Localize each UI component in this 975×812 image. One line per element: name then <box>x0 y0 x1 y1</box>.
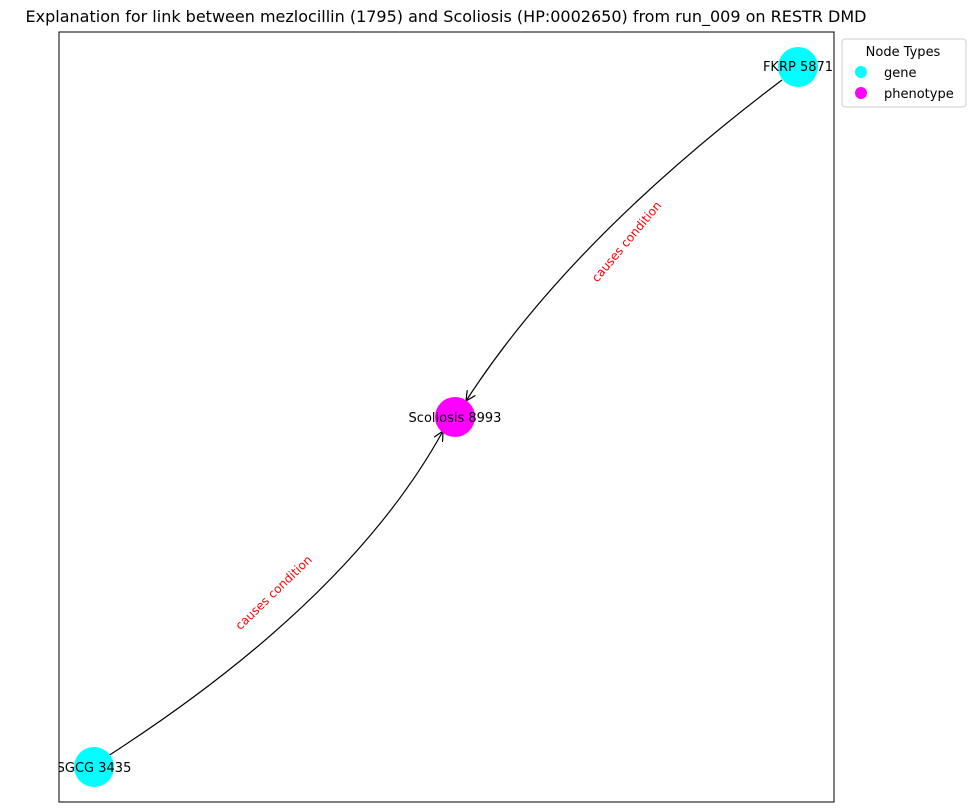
node-sgcg-marker <box>74 747 114 787</box>
node-scoliosis-marker <box>435 397 475 437</box>
legend-marker-phenotype <box>855 87 867 99</box>
node-fkrp-marker <box>778 47 818 87</box>
node-sgcg-label: SGCG 3435 <box>57 761 132 776</box>
node-sgcg[interactable]: SGCG 3435 <box>57 747 132 787</box>
node-scoliosis-label: Scoliosis 8993 <box>409 411 502 426</box>
legend-box <box>841 38 967 108</box>
legend-marker-gene <box>855 66 867 78</box>
legend-label-gene: gene <box>884 66 917 81</box>
legend: Node Types gene phenotype <box>841 38 967 108</box>
legend-title: Node Types <box>866 45 941 60</box>
edge-sgcg-scoliosis <box>107 431 443 757</box>
edge-fkrp-scoliosis <box>466 79 783 401</box>
node-fkrp[interactable]: FKRP 5871 <box>763 47 833 87</box>
diagram-title: Explanation for link between mezlocillin… <box>26 7 867 27</box>
node-scoliosis[interactable]: Scoliosis 8993 <box>409 397 502 437</box>
legend-label-phenotype: phenotype <box>884 87 954 102</box>
node-fkrp-label: FKRP 5871 <box>763 60 833 75</box>
